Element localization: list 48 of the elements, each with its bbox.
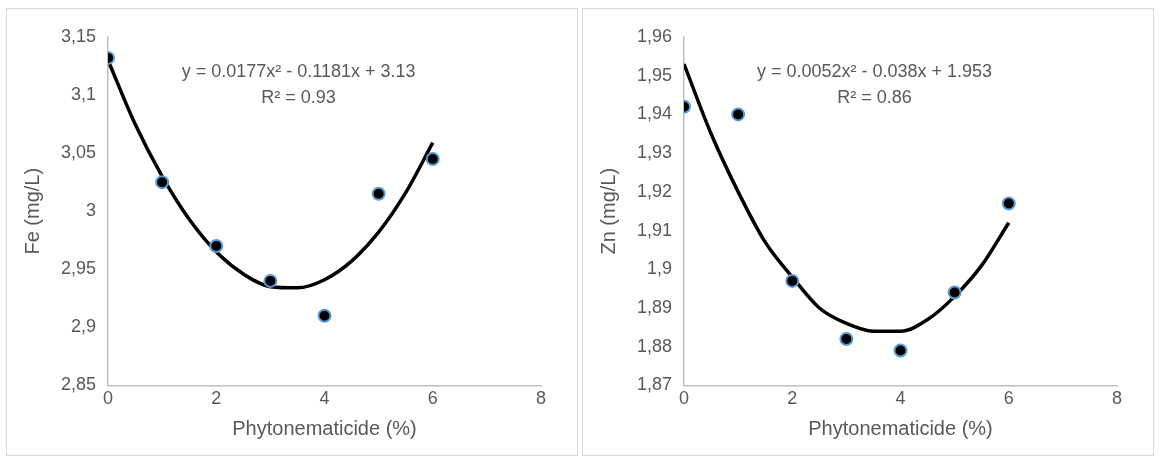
x-tick-label: 2 <box>787 388 798 409</box>
y-tick-label: 3 <box>86 200 97 221</box>
y-tick-label: 1,93 <box>636 142 673 163</box>
y-tick-label: 1,96 <box>636 25 673 46</box>
y-axis-title: Zn (mg/L) <box>596 167 619 255</box>
x-axis-title: Phytonematicide (%) <box>232 416 417 439</box>
point <box>947 285 962 300</box>
y-tick-label: 1,95 <box>636 64 673 85</box>
x-tick-label: 6 <box>1003 388 1014 409</box>
y-tick-label: 2,85 <box>60 374 97 395</box>
point <box>839 331 854 346</box>
y-tick-label: 1,89 <box>636 296 673 317</box>
point <box>317 308 332 323</box>
x-tick-label: 6 <box>427 388 438 409</box>
point <box>155 175 170 190</box>
point <box>1001 196 1016 211</box>
point <box>209 239 224 254</box>
line-series <box>684 62 1011 333</box>
x-tick-label: 4 <box>895 388 906 409</box>
y-tick-label: 2,9 <box>71 316 97 337</box>
point <box>263 273 278 288</box>
point <box>785 273 800 288</box>
y-axis-title: Fe (mg/L) <box>20 167 43 255</box>
point <box>425 151 440 166</box>
y-tick-label: 1,92 <box>636 180 673 201</box>
y-tick-label: 3,15 <box>60 25 97 46</box>
y-tick-label: 1,88 <box>636 335 673 356</box>
annotation: y = 0.0052x² - 0.038x + 1.953 <box>756 60 993 81</box>
x-tick-label: 2 <box>211 388 222 409</box>
y-tick-label: 3,05 <box>60 142 97 163</box>
annotation: R² = 0.86 <box>837 86 912 107</box>
y-tick-label: 1,9 <box>647 258 673 279</box>
y-tick-label: 3,1 <box>71 84 97 105</box>
x-tick-label: 0 <box>103 388 114 409</box>
annotation: y = 0.0177x² - 0.1181x + 3.13 <box>181 60 416 81</box>
point <box>731 107 746 122</box>
annotation: R² = 0.93 <box>261 86 336 107</box>
y-tick-label: 1,94 <box>636 103 673 124</box>
x-tick-label: 8 <box>535 388 547 409</box>
point <box>371 186 386 201</box>
y-tick-label: 2,95 <box>60 258 97 279</box>
x-tick-label: 8 <box>1111 388 1123 409</box>
y-tick-label: 1,87 <box>636 374 673 395</box>
x-axis-title: Phytonematicide (%) <box>808 416 993 439</box>
y-tick-label: 1,91 <box>636 219 673 240</box>
x-tick-label: 4 <box>319 388 330 409</box>
x-tick-label: 0 <box>679 388 690 409</box>
point <box>893 343 908 358</box>
